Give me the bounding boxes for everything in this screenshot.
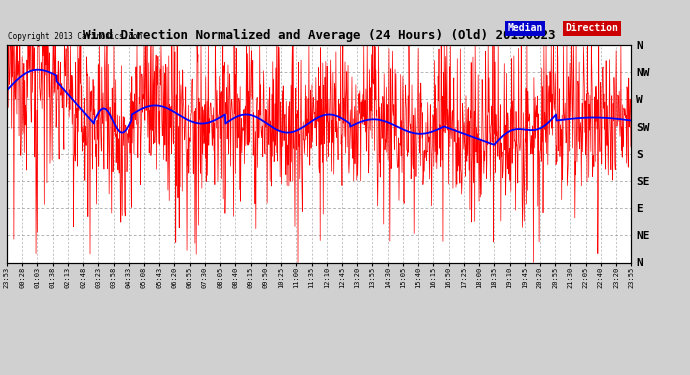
Text: Copyright 2013 Cartronics.com: Copyright 2013 Cartronics.com [8, 32, 142, 41]
Text: Median: Median [507, 23, 542, 33]
Text: Direction: Direction [566, 23, 619, 33]
Title: Wind Direction Normalized and Average (24 Hours) (Old) 20130623: Wind Direction Normalized and Average (2… [83, 29, 555, 42]
